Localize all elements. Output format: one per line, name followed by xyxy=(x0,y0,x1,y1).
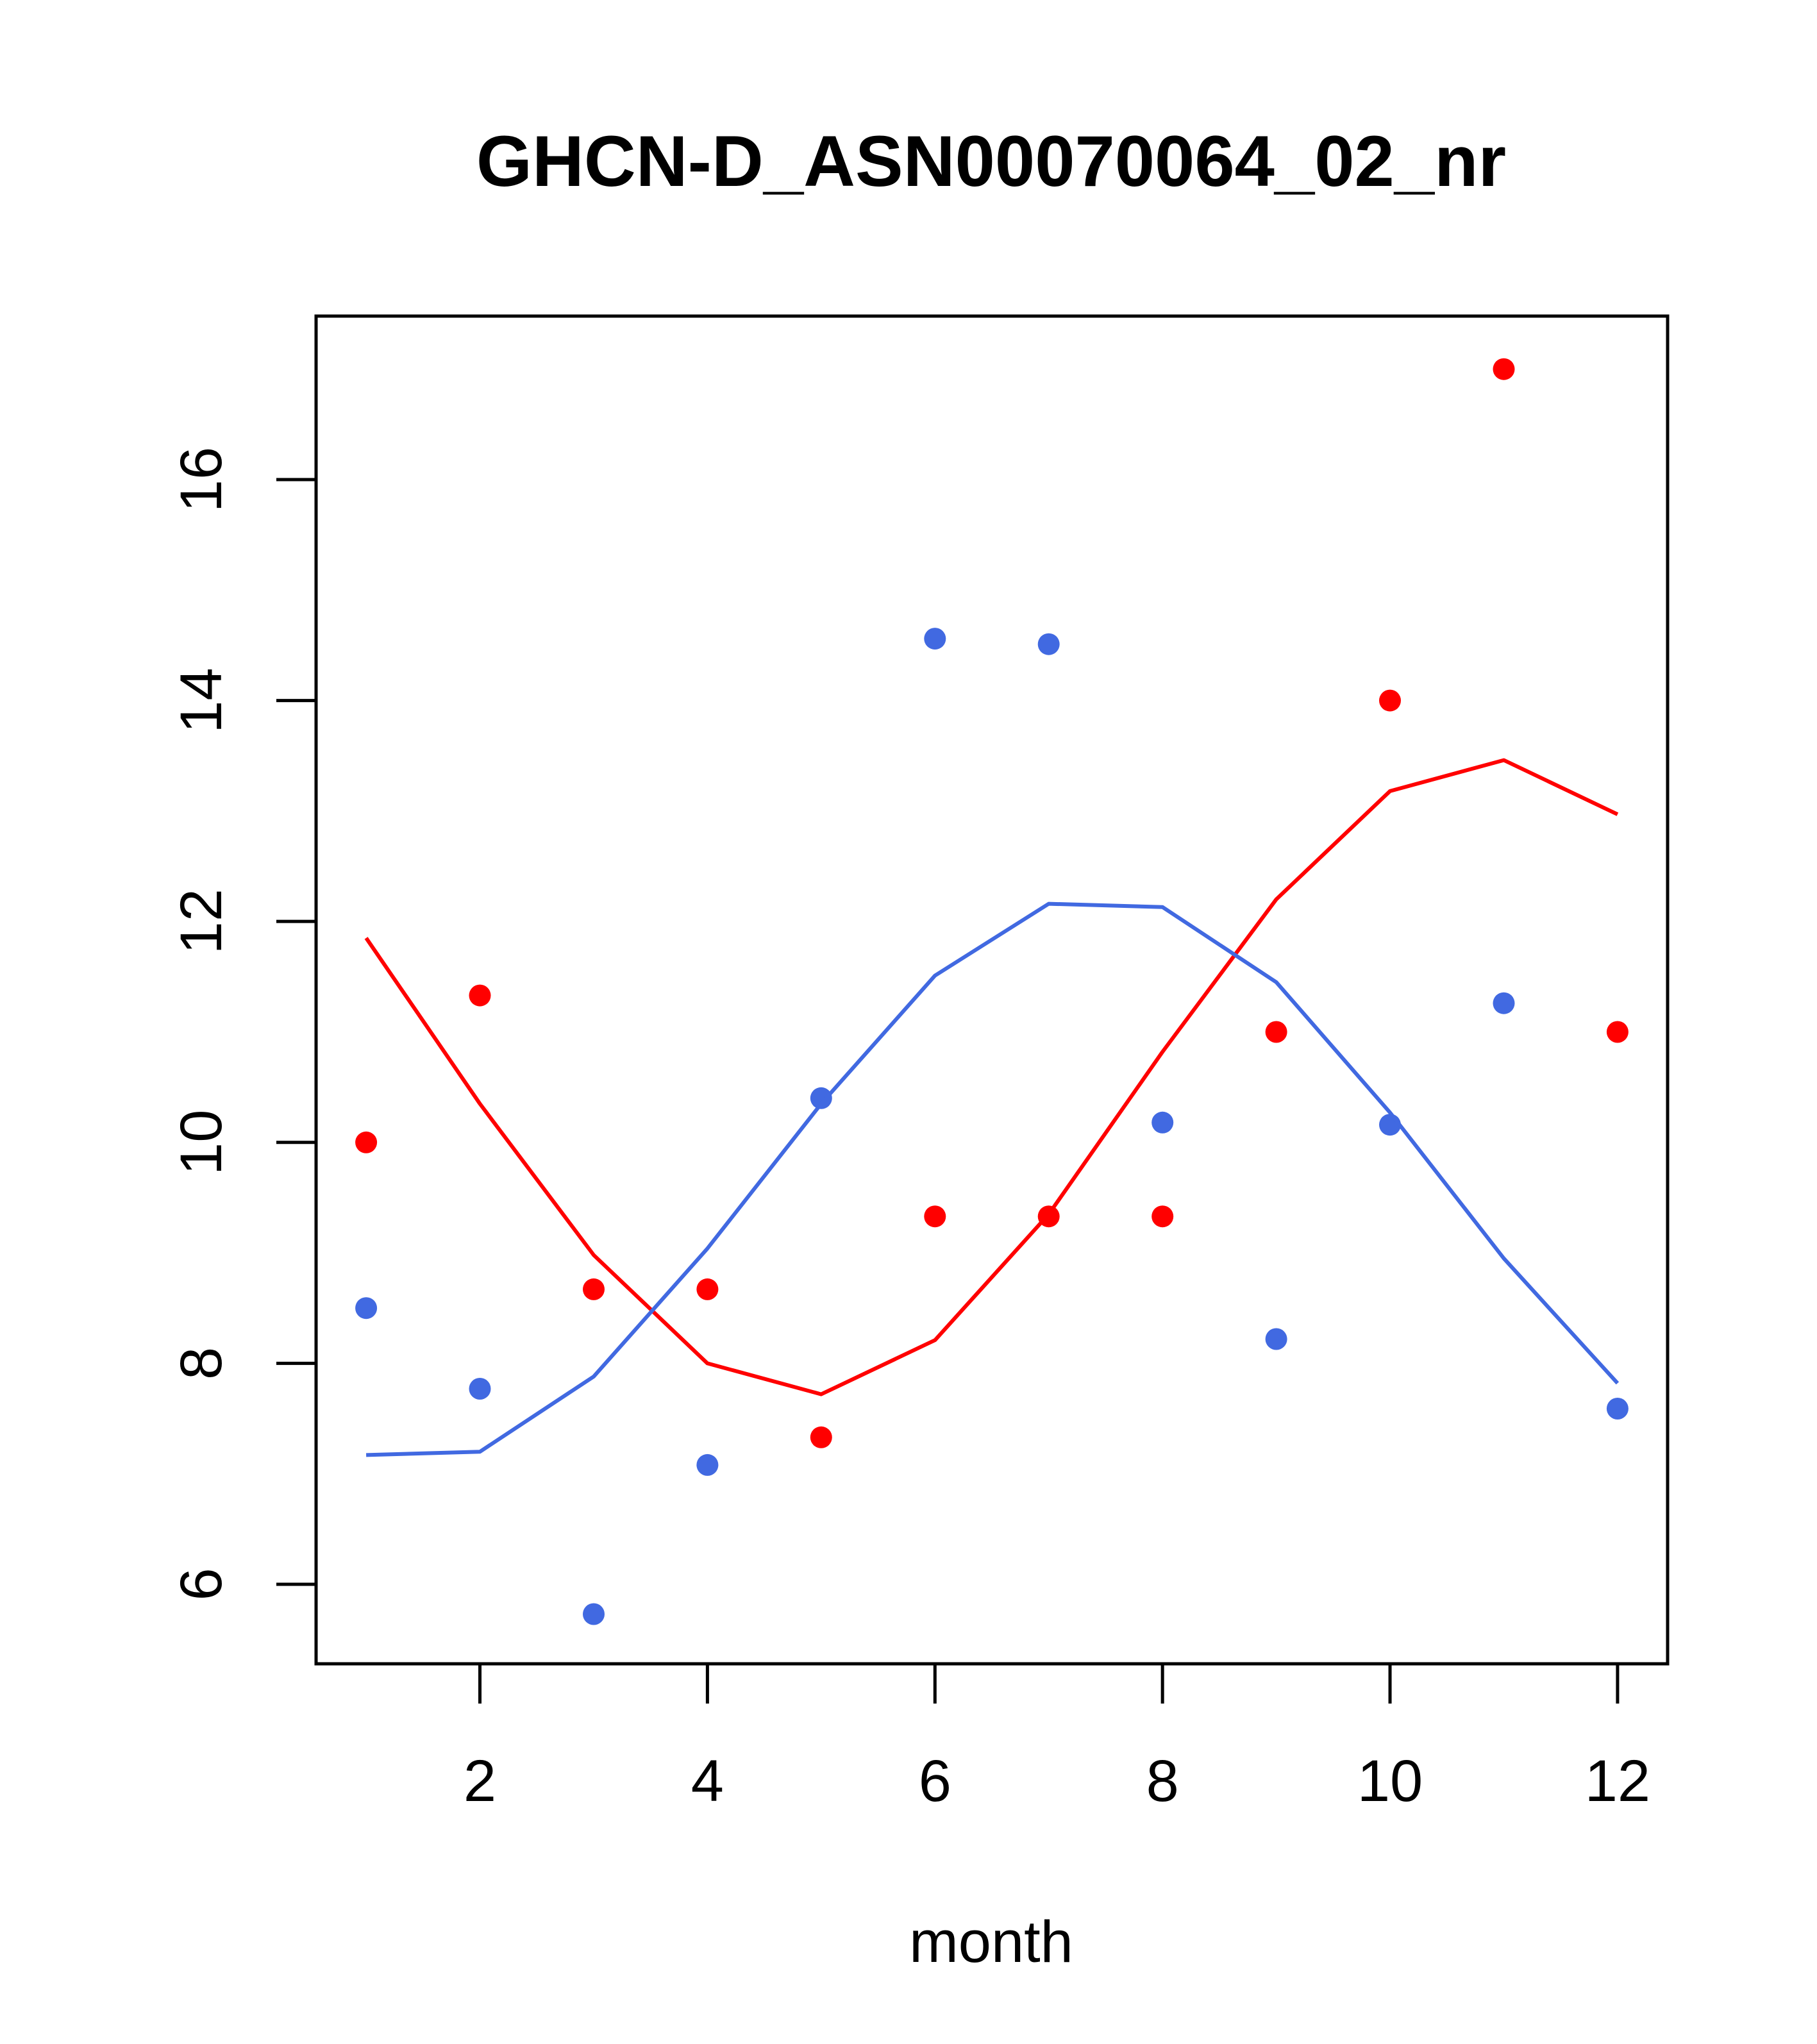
series-0-point-9 xyxy=(1265,1021,1287,1043)
series-1-point-1 xyxy=(355,1297,378,1319)
y-tick-label-6: 6 xyxy=(169,1568,234,1600)
series-1-point-7 xyxy=(1037,633,1060,655)
series-1-point-3 xyxy=(583,1603,605,1625)
x-tick-label-8: 8 xyxy=(1146,1748,1179,1814)
series-1-point-8 xyxy=(1151,1111,1174,1134)
series-0-point-4 xyxy=(696,1278,719,1300)
series-0-point-8 xyxy=(1151,1205,1174,1228)
series-layer xyxy=(355,358,1629,1625)
series-1-point-9 xyxy=(1265,1328,1287,1350)
x-tick-label-6: 6 xyxy=(919,1748,951,1814)
x-tick-label-10: 10 xyxy=(1357,1748,1423,1814)
series-0-point-10 xyxy=(1379,689,1401,712)
y-tick-label-8: 8 xyxy=(169,1347,234,1380)
series-1-point-4 xyxy=(696,1453,719,1476)
x-axis: 2 4 6 8 10 12 xyxy=(464,1662,1650,1814)
series-0-point-11 xyxy=(1493,358,1515,380)
series-2-line xyxy=(364,758,1619,1396)
series-0-point-3 xyxy=(583,1278,605,1300)
series-0-point-6 xyxy=(924,1205,946,1228)
chart-title: GHCN-D_ASN00070064_02_nr xyxy=(476,121,1506,201)
series-1-point-12 xyxy=(1606,1398,1629,1420)
series-0-point-12 xyxy=(1606,1021,1629,1043)
series-1-point-6 xyxy=(924,628,946,650)
x-axis-label: month xyxy=(909,1909,1073,1975)
series-0-point-1 xyxy=(355,1131,378,1153)
x-tick-label-4: 4 xyxy=(691,1748,724,1814)
y-axis: 6 8 10 12 14 16 xyxy=(169,447,318,1601)
series-3-line xyxy=(366,901,1620,1457)
y-tick-label-14: 14 xyxy=(169,667,234,733)
series-0-point-2 xyxy=(469,984,491,1007)
x-tick-label-12: 12 xyxy=(1585,1748,1650,1814)
y-tick-label-16: 16 xyxy=(169,447,234,512)
series-1-point-5 xyxy=(810,1087,832,1109)
series-1-point-11 xyxy=(1493,992,1515,1014)
y-tick-label-10: 10 xyxy=(169,1110,234,1175)
series-1-point-2 xyxy=(469,1378,491,1400)
x-tick-label-2: 2 xyxy=(464,1748,496,1814)
series-0-point-5 xyxy=(810,1426,832,1448)
y-tick-label-12: 12 xyxy=(169,889,234,954)
